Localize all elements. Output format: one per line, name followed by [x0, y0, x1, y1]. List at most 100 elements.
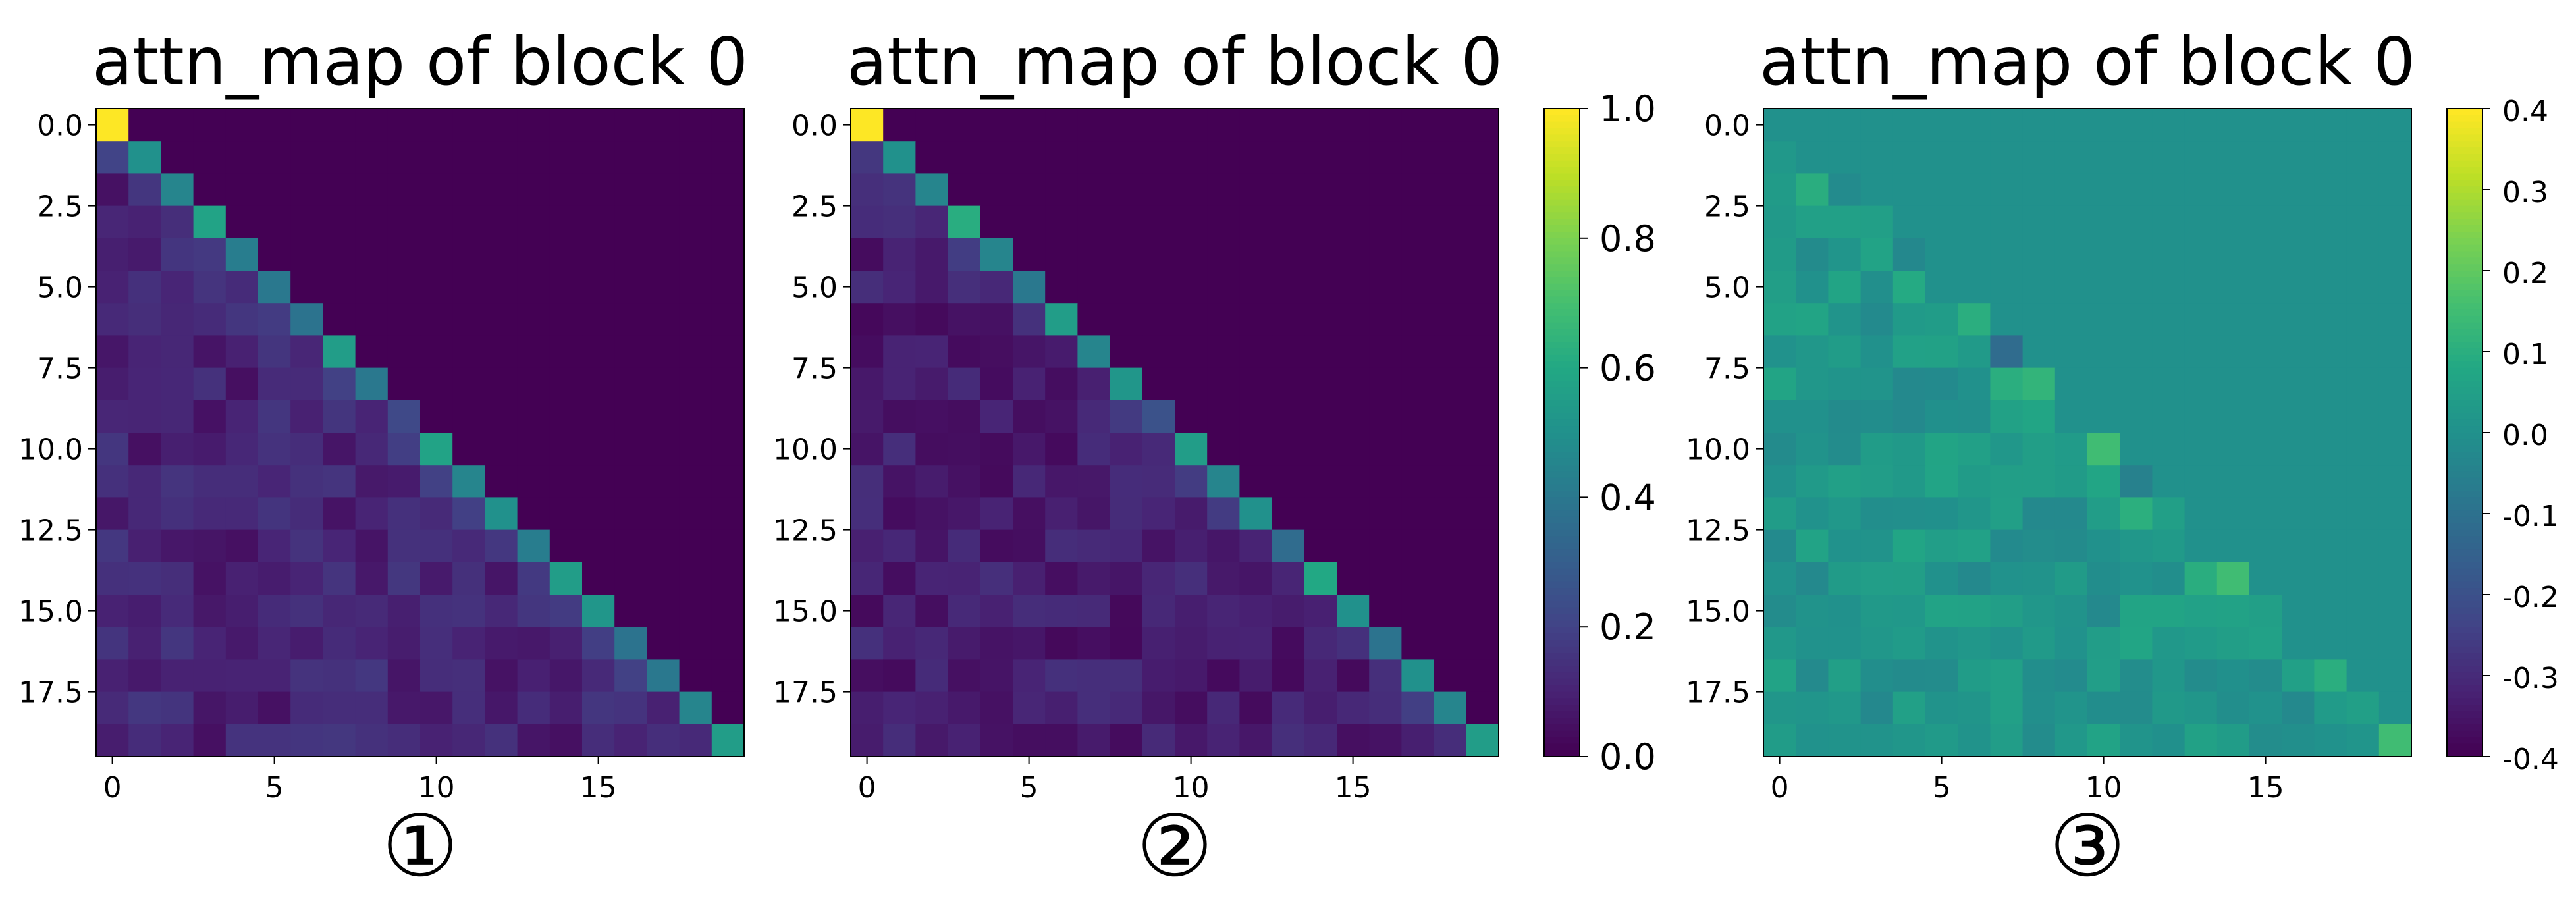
heatmap-cell [258, 271, 291, 304]
colorbar-step [2447, 536, 2482, 544]
heatmap-cell [258, 562, 291, 595]
heatmap-cell [1763, 303, 1796, 336]
heatmap-cell [1958, 465, 1991, 498]
heatmap-cell [679, 173, 712, 207]
colorbar-step [2447, 484, 2482, 492]
heatmap-cell [1304, 433, 1337, 466]
colorbar-step [2447, 296, 2482, 304]
colorbar-step [1544, 555, 1580, 563]
heatmap-cell [1860, 141, 1894, 174]
heatmap-cell [161, 335, 194, 369]
colorbar-step [2447, 128, 2482, 136]
heatmap-cell [2120, 109, 2153, 142]
heatmap-cell [679, 433, 712, 466]
colorbar-step [2447, 153, 2482, 161]
colorbar-tick-label: -0.4 [2502, 743, 2559, 776]
colorbar-step [2447, 180, 2482, 187]
heatmap-cell [2249, 724, 2282, 757]
heatmap-cell [2152, 238, 2186, 271]
heatmap-cell [1239, 205, 1273, 239]
heatmap-cell [1892, 238, 1926, 271]
colorbar: 1.0 0.8 0.6 0.4 0.2 0.0 [1543, 88, 1656, 778]
heatmap-cell [1466, 659, 1499, 693]
heatmap-cell [1828, 335, 1862, 369]
heatmap-cell [1796, 205, 1829, 239]
heatmap-cell [1337, 659, 1370, 693]
heatmap-cell [485, 367, 518, 401]
heatmap-cell [1013, 595, 1046, 627]
colorbar-step [1544, 400, 1580, 408]
colorbar-step [2447, 646, 2482, 654]
colorbar-step [1544, 167, 1580, 174]
heatmap-cell [1239, 562, 1273, 595]
y-tick-label: 7.5 [1704, 352, 1750, 386]
heatmap-cell [128, 367, 161, 401]
heatmap-cell [1763, 205, 1796, 239]
heatmap-cell [980, 400, 1013, 433]
colorbar-step [1544, 477, 1580, 485]
heatmap-cell [2087, 595, 2120, 627]
colorbar-step [1544, 627, 1580, 634]
heatmap-cell [1239, 691, 1273, 725]
heatmap-cell [2282, 367, 2315, 401]
heatmap-cell [2022, 627, 2056, 660]
heatmap-cell [323, 433, 356, 466]
heatmap-cell [614, 238, 647, 271]
heatmap-cell [2184, 691, 2218, 725]
heatmap-cell [193, 691, 227, 725]
heatmap-cell [1045, 303, 1078, 336]
heatmap-cell [1860, 659, 1894, 693]
heatmap-cell [1434, 627, 1467, 660]
heatmap-cell [1045, 400, 1078, 433]
heatmap-cell [2378, 529, 2412, 563]
heatmap-cell [948, 529, 981, 563]
heatmap-cell [1239, 173, 1273, 207]
heatmap-cell [452, 238, 485, 271]
heatmap-cell [225, 109, 259, 142]
heatmap-cell [1796, 433, 1829, 466]
heatmap-cell [323, 497, 356, 531]
heatmap-cell [290, 724, 323, 757]
heatmap-cell [2184, 724, 2218, 757]
heatmap-cell [1892, 367, 1926, 401]
heatmap-cell [2346, 173, 2380, 207]
colorbar-step [1544, 750, 1580, 757]
heatmap-cell [2120, 465, 2153, 498]
heatmap-cell [1958, 205, 1991, 239]
y-tick-label: 2.5 [1704, 190, 1750, 224]
heatmap-cell [2120, 433, 2153, 466]
heatmap-cell [851, 529, 884, 563]
heatmap-cell [1175, 173, 1208, 207]
heatmap-cell [1796, 109, 1829, 142]
heatmap-cell [2184, 400, 2218, 433]
colorbar-step [2447, 121, 2482, 129]
heatmap-cell [582, 109, 615, 142]
heatmap-cell [2346, 529, 2380, 563]
heatmap-cell [549, 303, 583, 336]
heatmap-cell [1369, 271, 1402, 304]
heatmap-cell [1272, 433, 1305, 466]
heatmap-cell [1763, 627, 1796, 660]
heatmap-cell [647, 724, 680, 757]
heatmap-cell [1990, 173, 2024, 207]
heatmap-cell [883, 367, 916, 401]
y-tick-label: 10.0 [18, 433, 83, 467]
heatmap-cell [1990, 141, 2024, 174]
heatmap-cell [1337, 205, 1370, 239]
heatmap-cell [1466, 271, 1499, 304]
heatmap-cell [1272, 205, 1305, 239]
heatmap-cell [2184, 659, 2218, 693]
heatmap-cell [452, 400, 485, 433]
colorbar-tick-label: 0.0 [2502, 419, 2548, 452]
panel-label: ① [382, 796, 459, 896]
heatmap-cell [1142, 724, 1175, 757]
colorbar-step [2447, 653, 2482, 660]
colorbar-step [2447, 614, 2482, 622]
heatmap-cell [1860, 303, 1894, 336]
colorbar-step [2447, 393, 2482, 401]
heatmap-cell [1990, 497, 2024, 531]
heatmap-cell [1175, 659, 1208, 693]
heatmap-cell [323, 562, 356, 595]
heatmap-cell [1239, 109, 1273, 142]
y-tick-label: 17.5 [773, 676, 838, 710]
